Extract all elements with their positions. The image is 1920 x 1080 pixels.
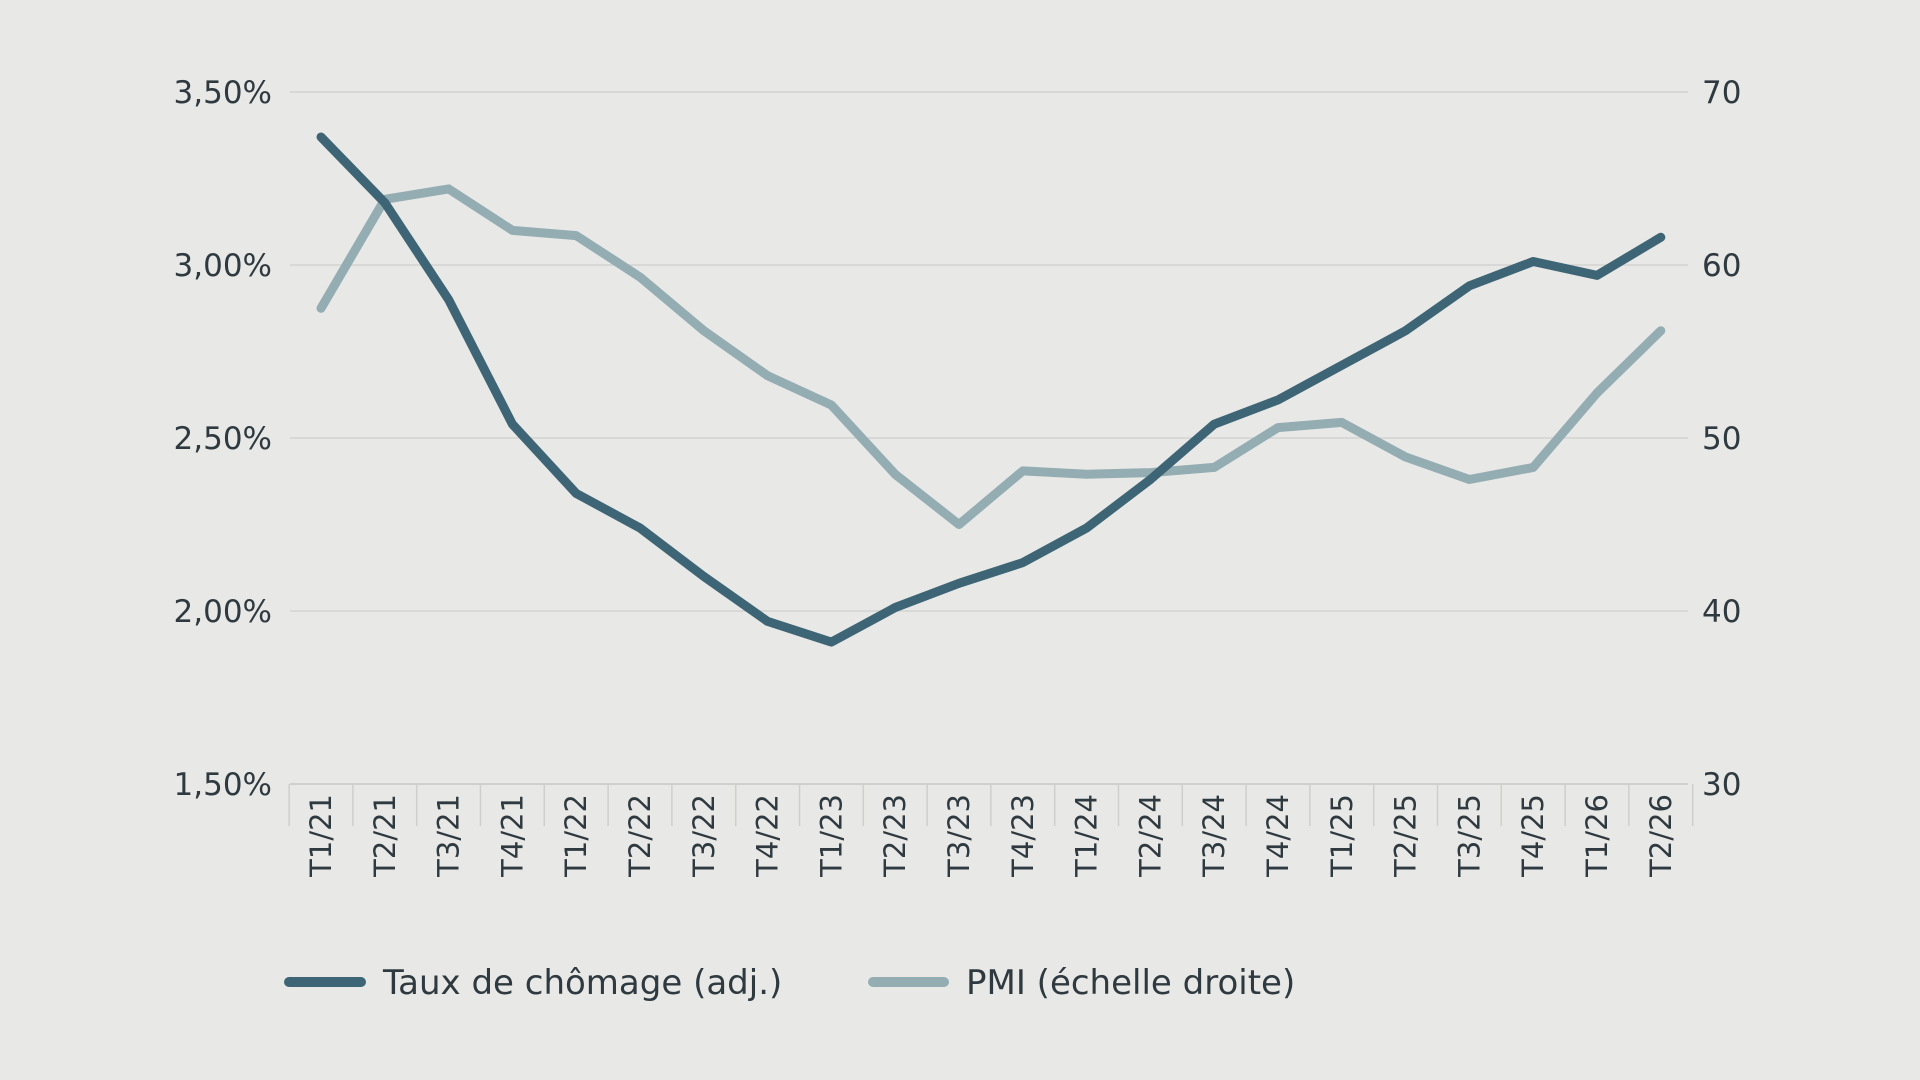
legend: Taux de chômage (adj.) PMI (échelle droi… (284, 963, 1295, 1003)
x-tick-label: T1/26 (1580, 794, 1614, 878)
right-axis-ticks: 30 40 50 60 70 (1702, 75, 1741, 803)
x-tick-label: T2/22 (623, 794, 657, 878)
x-tick-label: T2/23 (878, 794, 912, 878)
x-tick-label: T3/21 (432, 794, 466, 878)
legend-label-unemployment: Taux de chômage (adj.) (382, 963, 782, 1003)
y-left-tick-label: 3,50% (174, 75, 272, 111)
y-left-tick-label: 3,00% (174, 248, 272, 284)
x-tick-label: T3/23 (942, 794, 976, 878)
x-tick-label: T1/23 (814, 794, 848, 878)
x-tick-label: T4/25 (1516, 794, 1550, 878)
y-right-tick-label: 60 (1702, 248, 1741, 284)
series-lines (316, 132, 1666, 647)
y-left-tick-label: 1,50% (174, 767, 272, 803)
x-tick-label: T2/26 (1644, 794, 1678, 878)
x-tick-label: T2/21 (368, 794, 402, 878)
x-tick-label: T2/24 (1133, 794, 1167, 878)
series-line-unemployment (316, 132, 1666, 647)
series-line-pmi (316, 184, 1666, 529)
x-tick-label: T1/22 (559, 794, 593, 878)
x-tick-label: T4/23 (1006, 794, 1040, 878)
left-axis-ticks: 1,50% 2,00% 2,50% 3,00% 3,50% (174, 75, 272, 803)
y-right-tick-label: 30 (1702, 767, 1741, 803)
x-tick-label: T4/22 (751, 794, 785, 878)
legend-label-pmi: PMI (échelle droite) (966, 963, 1295, 1003)
y-right-tick-label: 70 (1702, 75, 1741, 111)
x-tick-label: T1/24 (1070, 794, 1104, 878)
x-axis-ticks: T1/21 T2/21 T3/21 T4/21 T1/22 T2/22 T3/22 T4/22… (288, 784, 1694, 878)
x-tick-label: T2/25 (1389, 794, 1423, 878)
x-tick-label: T4/24 (1261, 794, 1295, 878)
y-right-tick-label: 40 (1702, 594, 1741, 630)
x-tick-label: T3/24 (1197, 794, 1231, 878)
y-left-tick-label: 2,00% (174, 594, 272, 630)
y-right-tick-label: 50 (1702, 421, 1741, 457)
grid-lines (290, 91, 1688, 785)
x-tick-label: T1/21 (304, 794, 338, 878)
x-tick-label: T3/22 (687, 794, 721, 878)
x-tick-label: T1/25 (1325, 794, 1359, 878)
x-tick-label: T4/21 (495, 794, 529, 878)
x-tick-label: T3/25 (1452, 794, 1486, 878)
y-left-tick-label: 2,50% (174, 421, 272, 457)
